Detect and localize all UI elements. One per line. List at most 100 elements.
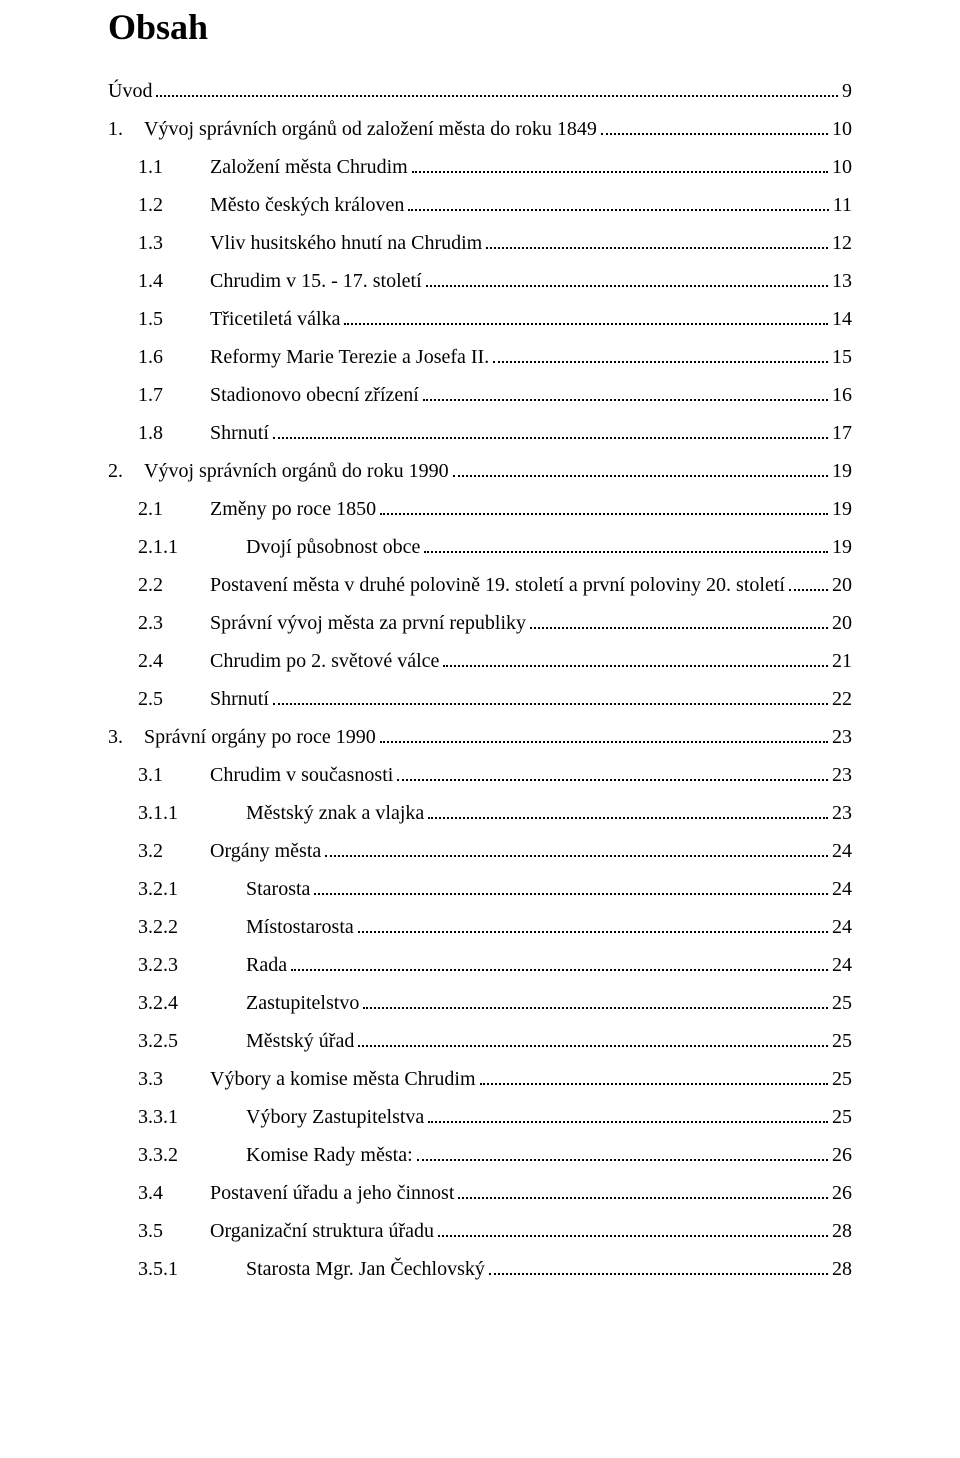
toc-entry-label: Výbory Zastupitelstva (246, 1107, 424, 1127)
toc-entry-number: 3.2.5 (108, 1031, 246, 1051)
toc-entry-leader (489, 1261, 828, 1275)
toc-entry-label: Vliv husitského hnutí na Chrudim (210, 233, 482, 253)
toc-entry-number: 3. (108, 727, 144, 747)
toc-entry-label: Správní orgány po roce 1990 (144, 727, 376, 747)
toc-entry-leader (344, 311, 828, 325)
toc-entry-page: 19 (832, 499, 852, 519)
toc-entry-number: 3.3.2 (108, 1145, 246, 1165)
toc-entry-page: 10 (832, 157, 852, 177)
toc-entry: 1.1 Založení města Chrudim10 (108, 148, 852, 186)
toc-entry-page: 25 (832, 1069, 852, 1089)
toc-entry-leader (325, 843, 828, 857)
toc-entry-label: Chrudim po 2. světové válce (210, 651, 439, 671)
toc-entry-label: Starosta Mgr. Jan Čechlovský (246, 1259, 485, 1279)
toc-entry: 1.2 Město českých královen11 (108, 186, 852, 224)
toc-entry-leader (363, 995, 828, 1009)
toc-entry: 2.5 Shrnutí22 (108, 680, 852, 718)
toc-entry-leader (438, 1223, 828, 1237)
toc-entry: 3.1 Chrudim v současnosti23 (108, 756, 852, 794)
toc-entry: 3.4 Postavení úřadu a jeho činnost26 (108, 1174, 852, 1212)
toc-entry: 2.4 Chrudim po 2. světové válce21 (108, 642, 852, 680)
toc-entry-label: Dvojí působnost obce (246, 537, 420, 557)
toc-entry: 2.2 Postavení města v druhé polovině 19.… (108, 566, 852, 604)
toc-entry-number: 3.3.1 (108, 1107, 246, 1127)
toc-entry-label: Komise Rady města: (246, 1145, 413, 1165)
toc-entry-leader (358, 1033, 828, 1047)
toc-entry-page: 19 (832, 537, 852, 557)
toc-entry-number: 3.5.1 (108, 1259, 246, 1279)
toc-entry-number: 3.1 (108, 765, 210, 785)
toc-entry-label: Organizační struktura úřadu (210, 1221, 434, 1241)
toc-entry: 3.2.2 Místostarosta24 (108, 908, 852, 946)
toc-entry-number: 1.6 (108, 347, 210, 367)
toc-entry: 3.3.1 Výbory Zastupitelstva 25 (108, 1098, 852, 1136)
toc-entry-label: Postavení města v druhé polovině 19. sto… (210, 575, 785, 595)
toc-entry-label: Reformy Marie Terezie a Josefa II. (210, 347, 489, 367)
toc-entry-page: 19 (832, 461, 852, 481)
toc-entry-leader (486, 235, 828, 249)
toc-entry-page: 9 (842, 81, 852, 101)
toc-entry-page: 25 (832, 1031, 852, 1051)
toc-entry: 3.3.2 Komise Rady města:26 (108, 1136, 852, 1174)
toc-entry-leader (412, 159, 828, 173)
toc-entry-page: 16 (832, 385, 852, 405)
toc-entry-page: 26 (832, 1183, 852, 1203)
page-title: Obsah (108, 0, 852, 48)
toc-entry-label: Shrnutí (210, 423, 269, 443)
toc-entry-number: 3.3 (108, 1069, 210, 1089)
toc-entry-label: Správní vývoj města za první republiky (210, 613, 526, 633)
toc-entry-page: 14 (832, 309, 852, 329)
toc-entry-label: Město českých královen (210, 195, 404, 215)
toc-entry-leader (380, 501, 828, 515)
toc-entry: 2. Vývoj správních orgánů do roku 199019 (108, 452, 852, 490)
toc-entry: 3.2.5 Městský úřad25 (108, 1022, 852, 1060)
toc-entry-leader (453, 463, 828, 477)
toc-entry-leader (443, 653, 828, 667)
toc-entry-page: 20 (832, 613, 852, 633)
toc-entry-number: 2.4 (108, 651, 210, 671)
toc-entry-page: 24 (832, 955, 852, 975)
toc-entry-label: Postavení úřadu a jeho činnost (210, 1183, 454, 1203)
toc-entry-label: Vývoj správních orgánů od založení města… (144, 119, 597, 139)
toc-entry-page: 17 (832, 423, 852, 443)
toc-entry-leader (428, 805, 828, 819)
toc-entry-number: 3.2.3 (108, 955, 246, 975)
toc-entry-number: 1.8 (108, 423, 210, 443)
toc-entry-leader (601, 121, 828, 135)
toc-entry-number: 3.2.4 (108, 993, 246, 1013)
toc-entry-page: 25 (832, 1107, 852, 1127)
toc-entry-page: 28 (832, 1259, 852, 1279)
toc-entry-leader (397, 767, 828, 781)
toc-entry-number: 2.1 (108, 499, 210, 519)
toc-entry-page: 22 (832, 689, 852, 709)
toc-entry-leader (408, 197, 828, 211)
toc-entry: 3. Správní orgány po roce 1990 23 (108, 718, 852, 756)
toc-entry: 3.5.1 Starosta Mgr. Jan Čechlovský 28 (108, 1250, 852, 1288)
toc-entry-number: 2.1.1 (108, 537, 246, 557)
toc-entry-number: 2.2 (108, 575, 210, 595)
toc-entry: 1.6 Reformy Marie Terezie a Josefa II.15 (108, 338, 852, 376)
toc-entry-leader (314, 881, 828, 895)
toc-entry-number: 2.3 (108, 613, 210, 633)
toc-entry-page: 23 (832, 727, 852, 747)
toc-entry-label: Chrudim v současnosti (210, 765, 393, 785)
toc-entry-number: 1.1 (108, 157, 210, 177)
toc-entry-number: 1. (108, 119, 144, 139)
toc-entry-number: 3.2.2 (108, 917, 246, 937)
toc-entry-number: 3.2 (108, 841, 210, 861)
toc-entry: 3.5 Organizační struktura úřadu28 (108, 1212, 852, 1250)
toc-entry: 3.2 Orgány města24 (108, 832, 852, 870)
toc-entry-page: 12 (832, 233, 852, 253)
toc-entry-page: 20 (832, 575, 852, 595)
toc-entry: Úvod9 (108, 72, 852, 110)
toc-entry-leader (156, 83, 838, 97)
toc-page: Obsah Úvod9 1. Vývoj správních orgánů od … (0, 0, 960, 1328)
toc-entry: 3.1.1 Městský znak a vlajka23 (108, 794, 852, 832)
toc-entry: 3.2.1 Starosta24 (108, 870, 852, 908)
toc-entry-leader (273, 425, 828, 439)
toc-entry-leader (380, 729, 828, 743)
toc-entry-page: 24 (832, 917, 852, 937)
toc-entry: 1.7 Stadionovo obecní zřízení16 (108, 376, 852, 414)
toc-entry-page: 25 (832, 993, 852, 1013)
toc-entry-number: 1.7 (108, 385, 210, 405)
